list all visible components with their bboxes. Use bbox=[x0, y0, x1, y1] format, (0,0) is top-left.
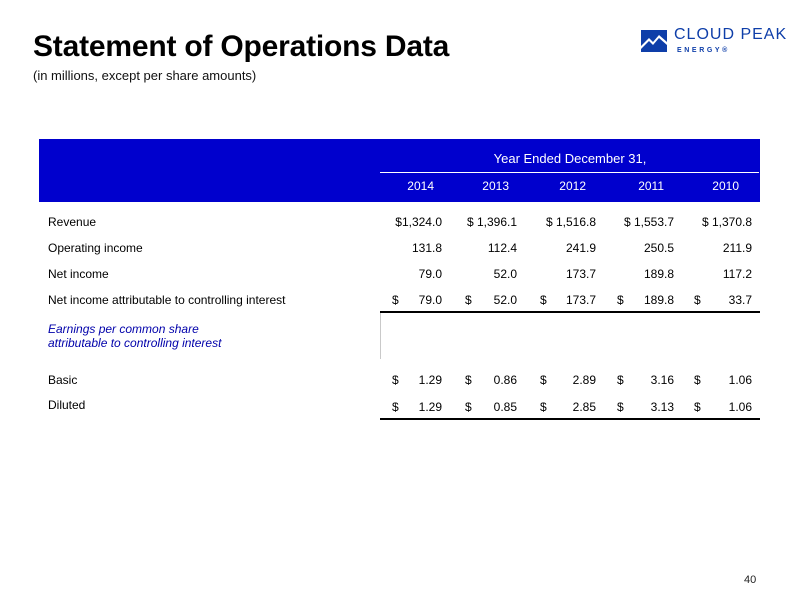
currency-symbol: $ bbox=[392, 293, 399, 307]
table-cell: 1.29 bbox=[418, 400, 442, 414]
table-cell: 173.7 bbox=[565, 267, 596, 281]
row-label-basic: Basic bbox=[48, 373, 78, 387]
year-ended-caption: Year Ended December 31, bbox=[493, 151, 647, 166]
year-header: 2010 bbox=[712, 179, 739, 193]
currency-symbol: $ bbox=[540, 373, 547, 387]
table-cell: $1,324.0 bbox=[395, 215, 442, 229]
currency-symbol: $ bbox=[694, 373, 701, 387]
table-cell: 1.06 bbox=[728, 400, 752, 414]
table-cell: 112.4 bbox=[487, 241, 517, 255]
table-cell: 117.2 bbox=[722, 267, 752, 281]
table-cell: 52.0 bbox=[493, 267, 517, 281]
currency-symbol: $ bbox=[540, 293, 547, 307]
table-cell: $ 1,396.1 bbox=[466, 215, 517, 229]
table-cell: $ 1,516.8 bbox=[545, 215, 596, 229]
currency-symbol: $ bbox=[694, 400, 701, 414]
eps-title-line: Earnings per common share bbox=[48, 322, 199, 336]
table-cell: 33.7 bbox=[728, 293, 752, 307]
table-cell: 0.85 bbox=[493, 400, 517, 414]
table-cell: 1.29 bbox=[418, 373, 442, 387]
logo-name: CLOUD PEAK bbox=[674, 26, 788, 43]
table-bottom-rule bbox=[380, 418, 760, 420]
column-separator bbox=[380, 313, 381, 359]
table-cell: $ 1,553.7 bbox=[623, 215, 674, 229]
table-cell: 131.8 bbox=[411, 241, 442, 255]
currency-symbol: $ bbox=[617, 373, 624, 387]
row-label-diluted: Diluted bbox=[48, 398, 86, 412]
currency-symbol: $ bbox=[465, 400, 472, 414]
year-header: 2011 bbox=[638, 179, 664, 193]
currency-symbol: $ bbox=[617, 400, 624, 414]
year-header: 2014 bbox=[407, 179, 434, 193]
table-cell: 2.85 bbox=[572, 400, 596, 414]
row-label-operating-income: Operating income bbox=[48, 241, 143, 255]
page-number: 40 bbox=[744, 574, 757, 586]
table-header-band bbox=[39, 139, 760, 202]
row-label-revenue: Revenue bbox=[48, 215, 97, 229]
table-cell: 3.16 bbox=[650, 373, 674, 387]
currency-symbol: $ bbox=[392, 373, 399, 387]
table-cell: 241.9 bbox=[565, 241, 596, 255]
table-cell: 79.0 bbox=[418, 293, 442, 307]
cloud-peak-logo: CLOUD PEAK ENERGY® bbox=[641, 26, 791, 61]
currency-symbol: $ bbox=[465, 373, 472, 387]
mountain-logo-icon bbox=[641, 30, 667, 52]
table-cell: 1.06 bbox=[728, 373, 752, 387]
row-label-net-income-controlling: Net income attributable to controlling i… bbox=[48, 293, 286, 307]
year-header: 2013 bbox=[482, 179, 509, 193]
currency-symbol: $ bbox=[392, 400, 399, 414]
header-divider bbox=[380, 172, 759, 173]
currency-symbol: $ bbox=[465, 293, 472, 307]
table-cell: 0.86 bbox=[493, 373, 517, 387]
table-cell: 52.0 bbox=[493, 293, 517, 307]
page-subtitle: (in millions, except per share amounts) bbox=[33, 68, 257, 83]
section-rule bbox=[380, 311, 760, 313]
logo-sub: ENERGY® bbox=[677, 47, 730, 54]
table-cell: 250.5 bbox=[643, 241, 674, 255]
table-cell: 2.89 bbox=[572, 373, 596, 387]
eps-section-title: Earnings per common share attributable t… bbox=[48, 322, 221, 350]
table-cell: 3.13 bbox=[650, 400, 674, 414]
currency-symbol: $ bbox=[694, 293, 701, 307]
table-cell: $ 1,370.8 bbox=[701, 215, 752, 229]
eps-title-line: attributable to controlling interest bbox=[48, 336, 222, 350]
table-cell: 189.8 bbox=[643, 267, 674, 281]
table-cell: 79.0 bbox=[418, 267, 442, 281]
currency-symbol: $ bbox=[540, 400, 547, 414]
page-title: Statement of Operations Data bbox=[33, 30, 450, 63]
row-label-net-income: Net income bbox=[48, 267, 109, 281]
year-header: 2012 bbox=[559, 179, 586, 193]
table-cell: 173.7 bbox=[565, 293, 596, 307]
currency-symbol: $ bbox=[617, 293, 624, 307]
table-cell: 189.8 bbox=[643, 293, 674, 307]
table-cell: 211.9 bbox=[722, 241, 752, 255]
